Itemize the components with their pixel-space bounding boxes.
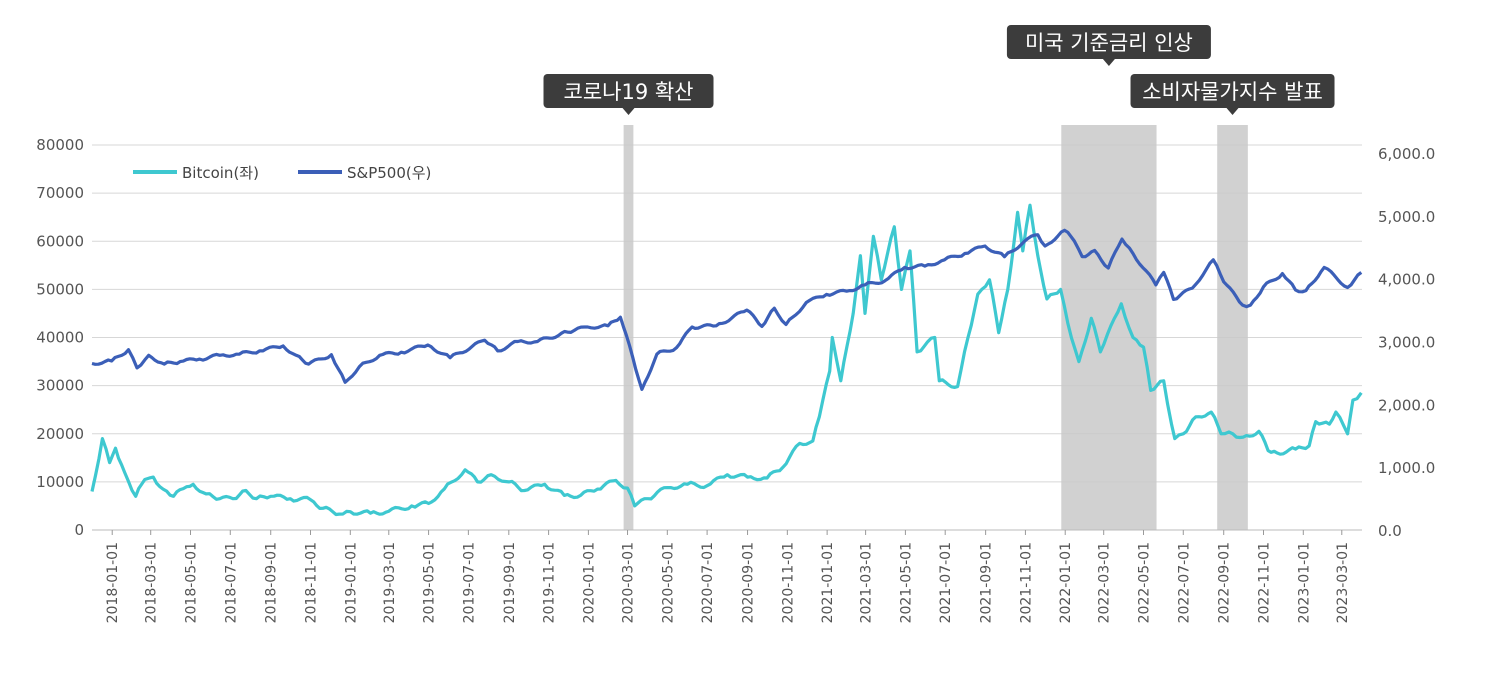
series-lines	[90, 203, 1363, 517]
x-tick-label: 2022-11-01	[1257, 542, 1273, 623]
x-tick-label: 2018-05-01	[183, 542, 199, 623]
annotation-box	[1006, 25, 1211, 59]
x-tick-label: 2018-07-01	[223, 542, 239, 623]
x-tick-label: 2021-01-01	[820, 542, 836, 623]
series-line-bitcoin	[90, 203, 1363, 517]
y-left-tick-label: 50000	[36, 280, 84, 298]
x-tick-label: 2021-11-01	[1018, 542, 1034, 623]
x-tick-label: 2021-09-01	[979, 542, 995, 623]
y-right-tick-label: 2,000.0	[1378, 396, 1435, 414]
x-tick-label: 2021-05-01	[898, 542, 914, 623]
y-left-tick-label: 10000	[36, 473, 84, 491]
x-tick-label: 2018-03-01	[144, 542, 160, 623]
x-tick-label: 2019-01-01	[343, 542, 359, 623]
gridlines	[92, 144, 1362, 483]
x-tick-label: 2020-03-01	[621, 542, 637, 623]
annotation-callout: 코로나19 확산	[543, 74, 714, 115]
y-left-tick-label: 20000	[36, 425, 84, 443]
x-tick-label: 2020-09-01	[741, 542, 757, 623]
annotation-pointer	[622, 108, 635, 115]
y-left-tick-label: 80000	[36, 136, 84, 154]
x-tick-label: 2019-07-01	[461, 542, 477, 623]
y-right-tick-label: 5,000.0	[1378, 208, 1435, 226]
legend-label-bitcoin: Bitcoin(좌)	[182, 164, 259, 182]
shaded-period	[623, 125, 634, 530]
x-tick-label: 2023-03-01	[1335, 542, 1351, 623]
y-left-tick-label: 40000	[36, 329, 84, 347]
shaded-periods	[623, 125, 1248, 530]
x-tick-label: 2019-03-01	[382, 542, 398, 623]
x-tick-label: 2022-09-01	[1217, 542, 1233, 623]
y-left-tick-label: 60000	[36, 232, 84, 250]
x-tick-label: 2021-03-01	[859, 542, 875, 623]
annotation-callout: 소비자물가지수 발표	[1130, 74, 1335, 115]
x-tick-label: 2018-11-01	[304, 542, 320, 623]
y-right-tick-label: 4,000.0	[1378, 271, 1435, 289]
y-right-tick-label: 1,000.0	[1378, 459, 1435, 477]
x-tick-label: 2022-07-01	[1176, 542, 1192, 623]
x-tick-label: 2022-01-01	[1058, 542, 1074, 623]
annotation-text: 코로나19 확산	[564, 80, 694, 104]
x-tick-label: 2019-11-01	[542, 542, 558, 623]
x-tick-label: 2020-01-01	[581, 542, 597, 623]
x-tick-label: 2018-09-01	[264, 542, 280, 623]
series-line-sp500	[91, 228, 1363, 391]
annotation-pointer	[1226, 108, 1239, 115]
y-right-tick-label: 3,000.0	[1378, 334, 1435, 352]
legend-label-sp500: S&P500(우)	[347, 164, 431, 182]
y-left-tick-label: 0	[74, 521, 84, 539]
annotation-text: 소비자물가지수 발표	[1142, 80, 1323, 104]
legend: Bitcoin(좌) S&P500(우)	[133, 164, 431, 182]
x-tick-label: 2021-07-01	[938, 542, 954, 623]
y-right-tick-label: 0.0	[1378, 522, 1402, 540]
x-tick-label: 2022-05-01	[1136, 542, 1152, 623]
x-tick-label: 2019-09-01	[502, 542, 518, 623]
x-tick-label: 2019-05-01	[422, 542, 438, 623]
x-tick-label: 2020-11-01	[780, 542, 796, 623]
x-tick-label: 2022-03-01	[1097, 542, 1113, 623]
x-tick-label: 2020-05-01	[660, 542, 676, 623]
annotation-pointer	[1102, 59, 1115, 66]
annotation-text: 미국 기준금리 인상	[1025, 31, 1193, 55]
y-right-tick-label: 6,000.0	[1378, 145, 1435, 163]
x-tick-label: 2018-01-01	[105, 542, 121, 623]
annotation-callout: 미국 기준금리 인상	[1006, 25, 1211, 66]
x-tick-label: 2020-07-01	[700, 542, 716, 623]
axes: 0 10000 20000 30000 40000 50000 60000 70000 8000…	[36, 136, 1435, 623]
y-left-tick-label: 70000	[36, 184, 84, 202]
x-tick-label: 2023-01-01	[1296, 542, 1312, 623]
y-left-tick-label: 30000	[36, 377, 84, 395]
shaded-period	[1217, 125, 1248, 530]
annotation-box	[543, 74, 714, 108]
annotation-box	[1130, 74, 1335, 108]
